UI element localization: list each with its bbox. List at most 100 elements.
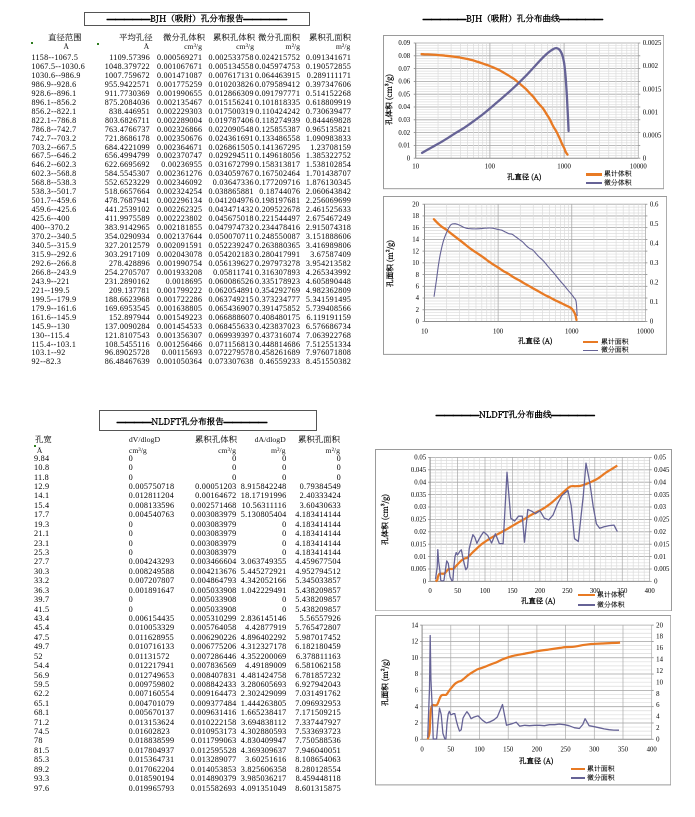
svg-text:0.03: 0.03	[398, 117, 410, 124]
svg-text:0.3: 0.3	[649, 260, 658, 267]
svg-text:0.045: 0.045	[410, 467, 426, 474]
svg-text:0.002: 0.002	[642, 64, 658, 71]
svg-text:0: 0	[649, 319, 653, 326]
svg-text:0.02: 0.02	[398, 130, 410, 137]
svg-text:0.01: 0.01	[414, 554, 426, 561]
svg-text:0.015: 0.015	[654, 541, 670, 548]
svg-text:6: 6	[415, 284, 419, 291]
svg-text:12: 12	[656, 668, 663, 675]
svg-text:0.04: 0.04	[654, 479, 666, 486]
svg-text:0.1: 0.1	[649, 299, 657, 306]
svg-text:18: 18	[412, 213, 419, 220]
svg-text:12: 12	[411, 639, 418, 646]
svg-text:0.2: 0.2	[649, 280, 658, 287]
svg-text:400: 400	[646, 747, 657, 754]
svg-text:2: 2	[415, 307, 419, 314]
svg-text:100: 100	[485, 164, 496, 171]
svg-text:200: 200	[531, 747, 542, 754]
svg-text:0.05: 0.05	[414, 455, 426, 462]
svg-text:1000: 1000	[565, 328, 579, 335]
svg-text:0.03: 0.03	[654, 504, 666, 511]
svg-text:50: 50	[454, 588, 461, 595]
svg-text:100: 100	[474, 747, 485, 754]
svg-text:0: 0	[642, 156, 646, 163]
svg-text:300: 300	[589, 588, 600, 595]
svg-text:4: 4	[415, 295, 419, 302]
svg-text:12: 12	[412, 248, 419, 255]
svg-text:6: 6	[414, 688, 418, 695]
svg-text:10000: 10000	[637, 328, 655, 335]
svg-text:14: 14	[411, 623, 418, 630]
svg-text:50: 50	[447, 747, 454, 754]
svg-text:350: 350	[617, 747, 628, 754]
svg-text:0.07: 0.07	[398, 66, 410, 73]
svg-text:0.5: 0.5	[649, 221, 658, 228]
svg-text:8: 8	[415, 272, 419, 279]
svg-text:300: 300	[589, 747, 600, 754]
svg-text:0.08: 0.08	[398, 53, 410, 60]
svg-text:0.6: 0.6	[649, 202, 658, 209]
svg-text:0: 0	[415, 319, 419, 326]
svg-text:0.04: 0.04	[398, 105, 410, 112]
svg-text:0.0025: 0.0025	[642, 41, 661, 48]
svg-text:16: 16	[412, 225, 419, 232]
svg-text:0.01: 0.01	[398, 143, 410, 150]
svg-text:14: 14	[412, 237, 419, 244]
svg-text:0.001: 0.001	[642, 110, 657, 117]
svg-text:4: 4	[414, 704, 418, 711]
svg-text:2: 2	[414, 721, 418, 728]
svg-text:8: 8	[414, 672, 418, 679]
svg-text:0.0005: 0.0005	[642, 133, 661, 140]
svg-text:100: 100	[479, 588, 490, 595]
svg-text:0.02: 0.02	[654, 529, 666, 536]
svg-text:0.09: 0.09	[398, 41, 410, 48]
svg-text:2: 2	[656, 725, 660, 732]
svg-text:0: 0	[656, 737, 660, 744]
svg-text:100: 100	[493, 328, 504, 335]
svg-text:0.025: 0.025	[410, 517, 426, 524]
svg-text:6: 6	[656, 703, 660, 710]
svg-text:0: 0	[420, 747, 424, 754]
svg-text:10: 10	[411, 655, 418, 662]
svg-text:20: 20	[656, 623, 663, 630]
svg-text:0.01: 0.01	[654, 554, 666, 561]
svg-text:0.035: 0.035	[410, 492, 426, 499]
svg-text:0.035: 0.035	[654, 492, 670, 499]
svg-text:14: 14	[656, 657, 663, 664]
svg-text:150: 150	[507, 588, 518, 595]
svg-text:0.005: 0.005	[654, 566, 670, 573]
svg-text:0.025: 0.025	[654, 517, 670, 524]
svg-text:0.4: 0.4	[649, 241, 658, 248]
svg-text:250: 250	[562, 588, 573, 595]
svg-text:0.06: 0.06	[398, 79, 410, 86]
svg-text:16: 16	[656, 645, 663, 652]
svg-text:10: 10	[412, 164, 419, 171]
svg-text:200: 200	[534, 588, 545, 595]
svg-text:0.03: 0.03	[414, 504, 426, 511]
svg-text:400: 400	[644, 588, 655, 595]
svg-text:8: 8	[656, 691, 660, 698]
svg-text:0.05: 0.05	[654, 455, 666, 462]
svg-text:20: 20	[412, 202, 419, 209]
svg-text:0: 0	[428, 588, 432, 595]
svg-text:10000: 10000	[630, 164, 648, 171]
svg-text:0.04: 0.04	[414, 479, 426, 486]
svg-text:0.015: 0.015	[410, 541, 426, 548]
svg-text:10: 10	[421, 328, 428, 335]
svg-text:0: 0	[407, 156, 411, 163]
svg-text:0: 0	[414, 737, 418, 744]
svg-text:1000: 1000	[557, 164, 571, 171]
svg-text:4: 4	[656, 714, 660, 721]
svg-text:0.0015: 0.0015	[642, 87, 661, 94]
svg-text:0: 0	[654, 579, 658, 586]
svg-text:10: 10	[656, 680, 663, 687]
svg-text:0: 0	[422, 579, 426, 586]
svg-text:250: 250	[560, 747, 571, 754]
svg-text:0.045: 0.045	[654, 467, 670, 474]
svg-text:10: 10	[412, 260, 419, 267]
svg-text:150: 150	[503, 747, 514, 754]
svg-text:0.005: 0.005	[410, 566, 426, 573]
svg-text:18: 18	[656, 634, 663, 641]
svg-text:0.02: 0.02	[414, 529, 426, 536]
svg-text:0.05: 0.05	[398, 92, 410, 99]
